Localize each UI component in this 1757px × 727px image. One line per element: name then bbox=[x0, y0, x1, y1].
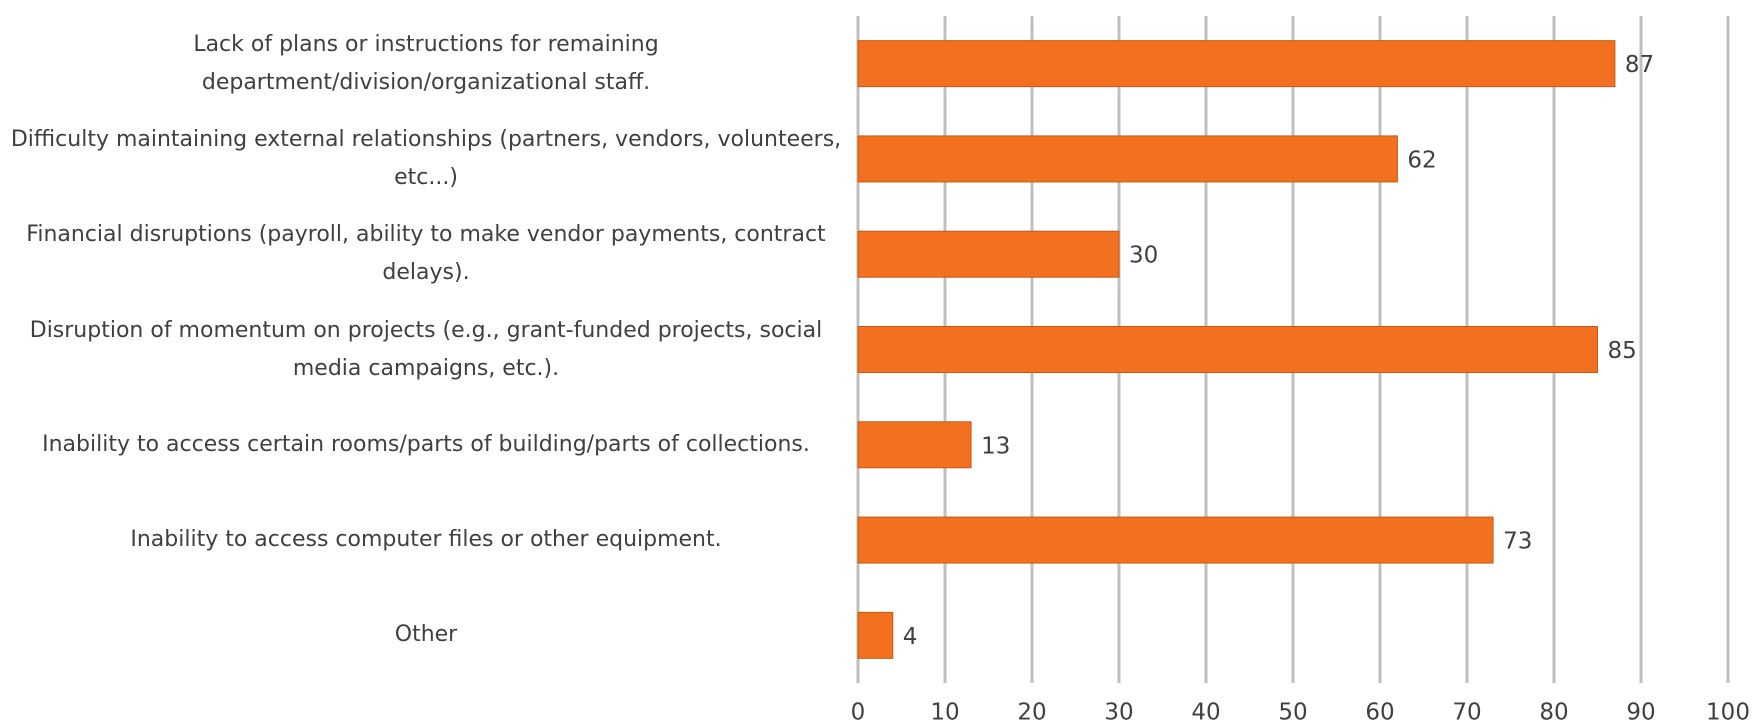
x-tick-label: 20 bbox=[1017, 700, 1046, 726]
category-label: Lack of plans or instructions for remain… bbox=[193, 31, 659, 95]
category-label: Inability to access certain rooms/parts … bbox=[42, 431, 810, 457]
x-tick-label: 40 bbox=[1191, 700, 1220, 726]
x-tick-label: 90 bbox=[1626, 700, 1655, 726]
x-tick-label: 50 bbox=[1278, 700, 1307, 726]
data-label: 85 bbox=[1608, 338, 1637, 364]
data-label: 73 bbox=[1503, 529, 1532, 555]
bar bbox=[857, 40, 1616, 88]
bar bbox=[857, 326, 1598, 373]
category-label: Financial disruptions (payroll, ability … bbox=[26, 222, 826, 286]
bar bbox=[857, 516, 1494, 564]
x-tick-label: 10 bbox=[930, 700, 959, 726]
category-label: Inability to access computer files or ot… bbox=[130, 527, 722, 553]
x-tick-label: 70 bbox=[1452, 700, 1481, 726]
bar bbox=[857, 421, 972, 469]
data-label: 30 bbox=[1129, 243, 1158, 269]
x-tick-label: 30 bbox=[1104, 700, 1133, 726]
data-label: 4 bbox=[903, 624, 918, 650]
data-label: 62 bbox=[1407, 147, 1436, 173]
bar bbox=[857, 135, 1398, 183]
data-label: 13 bbox=[981, 433, 1010, 459]
x-tick-label: 0 bbox=[851, 700, 866, 726]
x-tick-label: 80 bbox=[1539, 700, 1568, 726]
bar bbox=[857, 611, 894, 659]
category-label: Other bbox=[394, 622, 458, 648]
x-tick-label: 60 bbox=[1365, 700, 1394, 726]
x-tick-label: 100 bbox=[1706, 700, 1750, 726]
bar bbox=[857, 230, 1120, 278]
data-label: 87 bbox=[1625, 52, 1654, 78]
category-label: Disruption of momentum on projects (e.g.… bbox=[29, 317, 823, 381]
category-label: Difficulty maintaining external relation… bbox=[10, 126, 842, 190]
